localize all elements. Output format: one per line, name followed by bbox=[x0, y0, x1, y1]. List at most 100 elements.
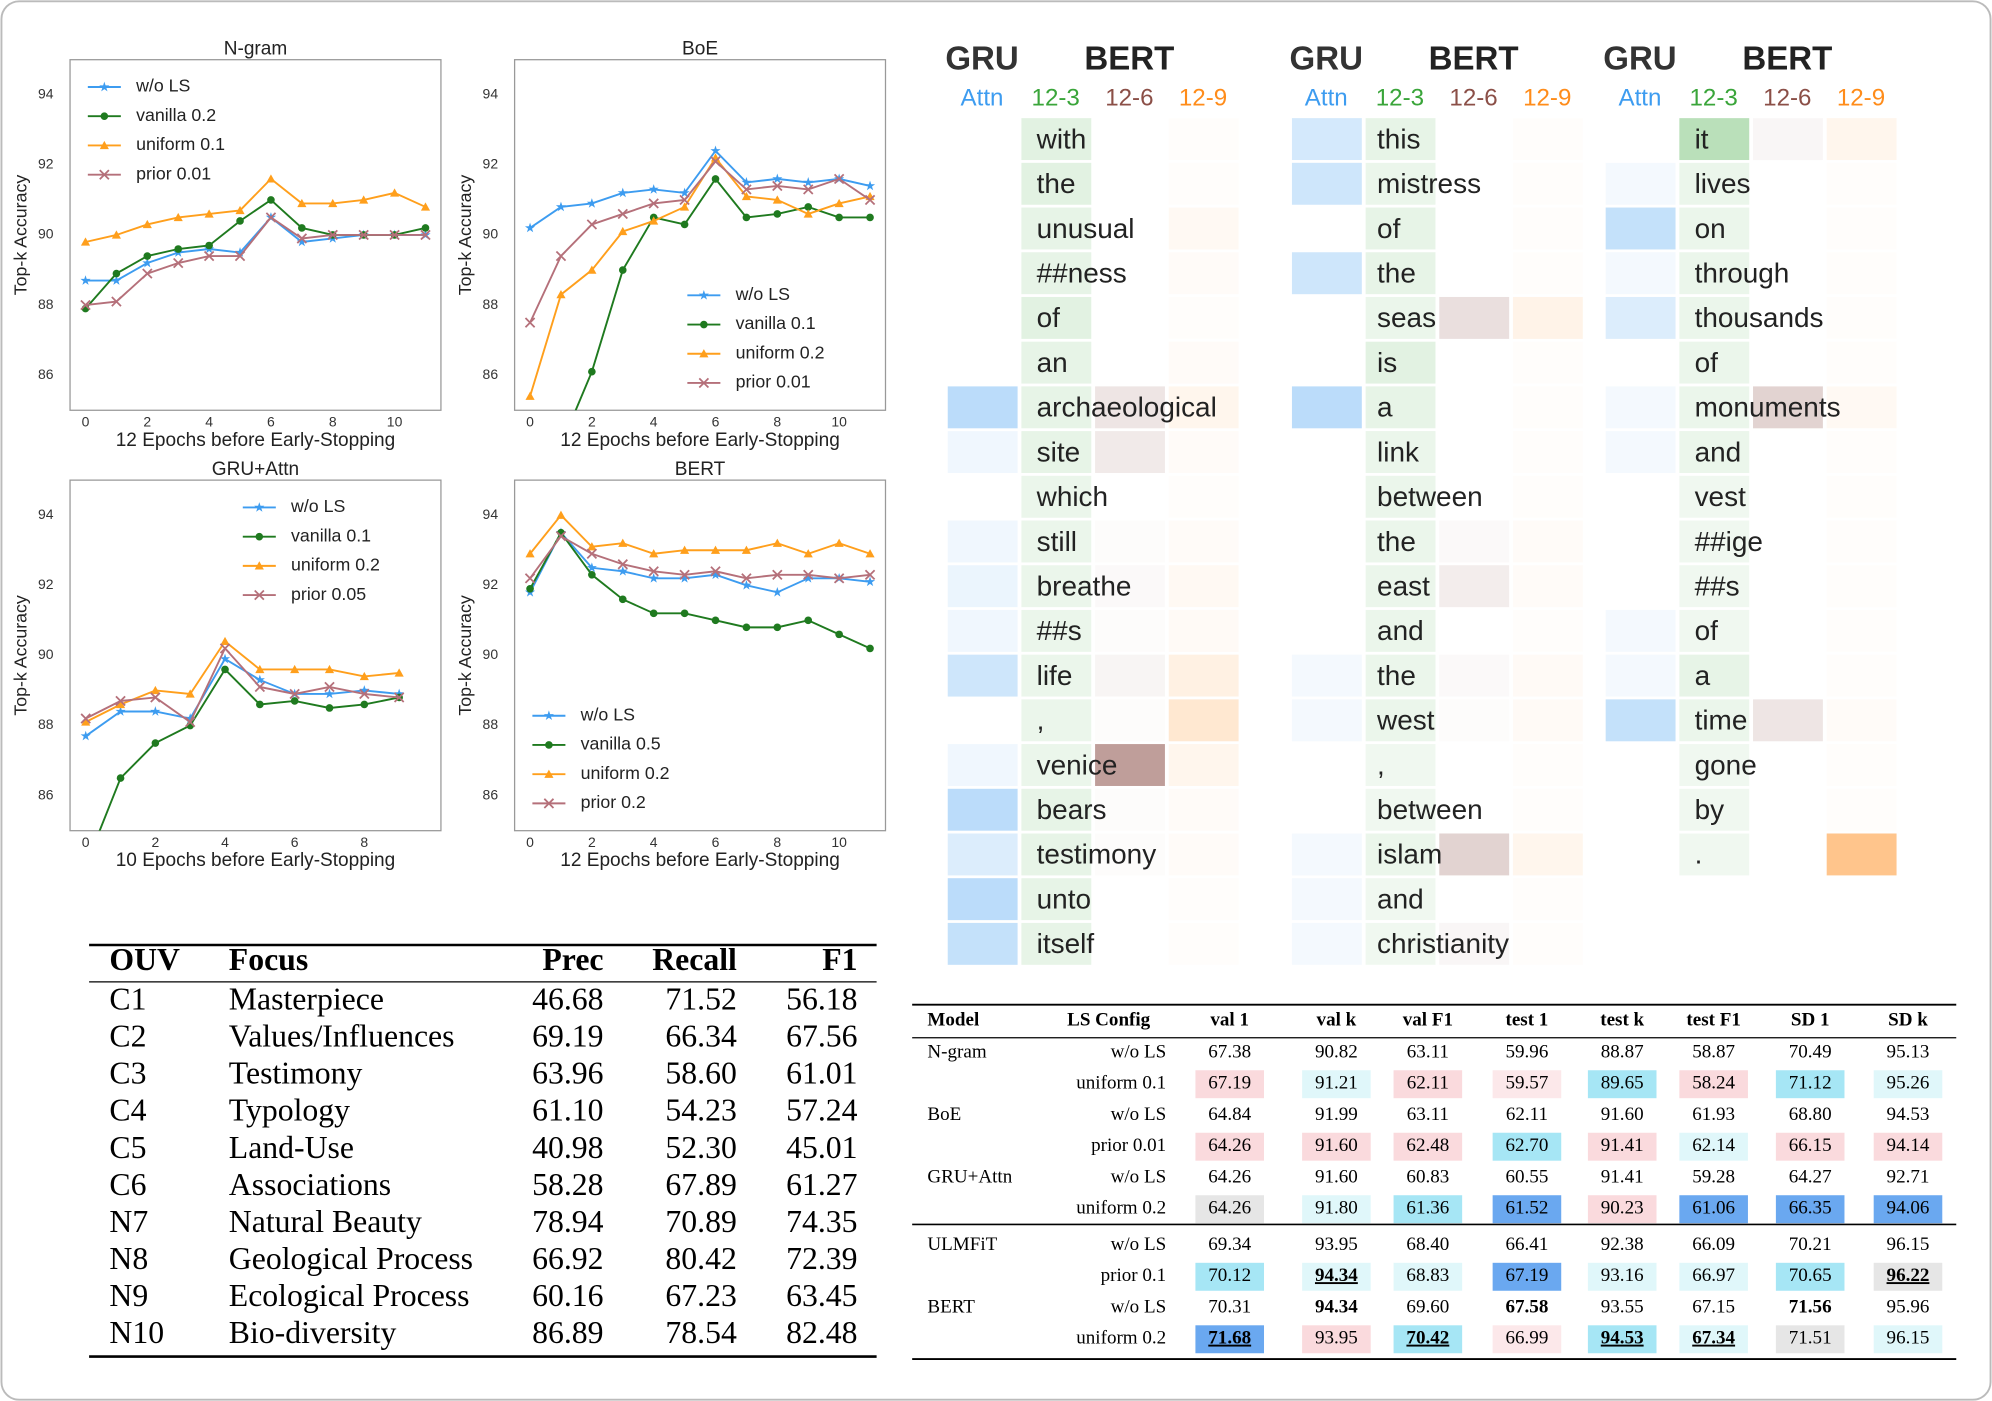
ls-config: prior 0.1 bbox=[1101, 1265, 1167, 1286]
legend-label: prior 0.05 bbox=[291, 584, 366, 604]
attention-cell bbox=[1169, 878, 1239, 920]
plot-area bbox=[524, 510, 876, 653]
table-cell: 94.34 bbox=[1315, 1265, 1358, 1286]
cell-highlight bbox=[1302, 1195, 1371, 1224]
marker bbox=[524, 573, 536, 584]
table-cell: Typology bbox=[229, 1093, 350, 1128]
plot-area bbox=[524, 145, 876, 411]
attention-cell bbox=[1512, 296, 1583, 339]
marker bbox=[150, 692, 161, 703]
legend-marker bbox=[99, 140, 109, 150]
table-cell: 64.26 bbox=[1208, 1198, 1251, 1219]
table-cell: 95.13 bbox=[1887, 1041, 1930, 1062]
token: through bbox=[1695, 257, 1790, 288]
attention-cell bbox=[1169, 118, 1239, 160]
attention-cell bbox=[1095, 699, 1165, 741]
marker bbox=[772, 173, 783, 184]
marker bbox=[741, 184, 752, 195]
table-cell: 91.99 bbox=[1315, 1104, 1358, 1125]
marker bbox=[648, 184, 659, 194]
attention-cell bbox=[1292, 297, 1362, 339]
marker bbox=[389, 229, 400, 241]
attention-cell bbox=[1513, 744, 1583, 786]
legend-marker bbox=[100, 112, 109, 121]
table-cell: Testimony bbox=[229, 1056, 363, 1091]
attention-cell bbox=[1753, 386, 1823, 429]
marker bbox=[710, 545, 721, 554]
marker bbox=[556, 510, 566, 519]
table-cell: 92.38 bbox=[1601, 1234, 1644, 1255]
token: bears bbox=[1037, 794, 1107, 825]
table-header: test F1 bbox=[1686, 1010, 1740, 1031]
token: with bbox=[1036, 123, 1087, 154]
attention-cell bbox=[1365, 878, 1436, 921]
attention-cell bbox=[1512, 833, 1583, 876]
marker bbox=[142, 219, 152, 229]
y-tick-label: 86 bbox=[483, 786, 499, 802]
table-cell: 57.24 bbox=[786, 1093, 858, 1128]
token: link bbox=[1377, 436, 1420, 467]
attention-cell bbox=[1827, 699, 1897, 741]
y-tick-label: 94 bbox=[38, 85, 54, 101]
table-cell: 94.34 bbox=[1315, 1296, 1358, 1317]
attention-cell bbox=[1292, 521, 1362, 563]
marker bbox=[864, 569, 876, 580]
x-tick-label: 2 bbox=[588, 414, 596, 430]
table-cell: 66.92 bbox=[532, 1241, 603, 1276]
y-axis-label: Top-k Accuracy bbox=[455, 595, 475, 716]
attention-cell bbox=[1606, 476, 1676, 518]
table-cell: 78.94 bbox=[532, 1204, 604, 1239]
cell-highlight bbox=[1195, 1195, 1265, 1224]
attention-cell bbox=[947, 878, 1018, 921]
table-cell: 64.84 bbox=[1208, 1104, 1251, 1125]
token: the bbox=[1377, 660, 1416, 691]
table-cell: 66.41 bbox=[1506, 1234, 1549, 1255]
marker bbox=[618, 226, 628, 236]
attention-cell bbox=[1292, 744, 1362, 786]
attention-cell bbox=[1365, 252, 1436, 295]
token: itself bbox=[1037, 928, 1095, 959]
marker bbox=[710, 566, 721, 577]
marker bbox=[741, 191, 751, 201]
token: and bbox=[1377, 883, 1424, 914]
panel-header: GRU bbox=[945, 40, 1018, 77]
attention-cell bbox=[1439, 565, 1510, 608]
attention-cell bbox=[1679, 833, 1750, 876]
marker bbox=[804, 616, 813, 625]
attention-cell bbox=[1291, 654, 1362, 697]
table-cell: 93.55 bbox=[1601, 1296, 1644, 1317]
series-line bbox=[529, 149, 871, 229]
attention-cell bbox=[948, 252, 1018, 294]
table-cell: 46.68 bbox=[532, 981, 603, 1016]
marker bbox=[772, 538, 782, 547]
marker bbox=[325, 704, 334, 712]
series-line bbox=[529, 534, 871, 580]
attention-cell bbox=[947, 431, 1018, 474]
plot-frame bbox=[513, 479, 887, 832]
table-cell: Geological Process bbox=[229, 1241, 473, 1276]
marker bbox=[328, 198, 338, 208]
x-tick-label: 6 bbox=[291, 834, 299, 850]
attention-cell bbox=[1439, 922, 1510, 965]
marker bbox=[80, 299, 91, 311]
marker bbox=[254, 674, 265, 685]
table-cell: 61.27 bbox=[786, 1167, 857, 1202]
attention-cell bbox=[1095, 297, 1165, 339]
table-header: SD 1 bbox=[1791, 1010, 1830, 1031]
cell-highlight bbox=[1873, 1132, 1943, 1161]
cell-highlight bbox=[1873, 1325, 1943, 1354]
x-tick-label: 0 bbox=[82, 834, 90, 850]
legend-label: vanilla 0.1 bbox=[291, 525, 371, 545]
table-cell: 63.96 bbox=[532, 1056, 603, 1091]
attention-cell bbox=[1095, 431, 1165, 474]
marker bbox=[111, 296, 122, 307]
attention-cell bbox=[1021, 252, 1092, 295]
table-cell: 95.96 bbox=[1887, 1296, 1930, 1317]
attention-cell bbox=[1513, 431, 1583, 473]
attention-cell bbox=[1291, 252, 1362, 295]
x-tick-label: 8 bbox=[329, 414, 337, 430]
table-cell: 59.96 bbox=[1506, 1041, 1549, 1062]
cell-highlight bbox=[1393, 1070, 1463, 1099]
x-tick-label: 0 bbox=[526, 414, 534, 430]
legend-marker bbox=[99, 81, 110, 92]
